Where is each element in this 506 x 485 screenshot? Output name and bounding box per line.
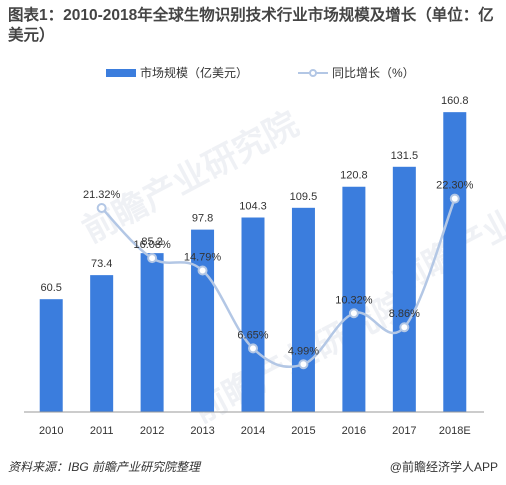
x-tick-label: 2017 — [392, 425, 416, 437]
growth-point-2014 — [248, 343, 258, 354]
bar-series — [39, 112, 467, 412]
legend: 市场规模（亿美元） 同比增长（%） — [0, 64, 506, 84]
growth-point-2013 — [197, 265, 208, 276]
bar-value-label: 60.5 — [41, 282, 62, 294]
x-tick-label: 2015 — [291, 425, 315, 437]
x-tick-label: 2012 — [140, 425, 164, 437]
bar-value-label: 73.4 — [91, 258, 112, 270]
growth-points — [96, 193, 460, 370]
growth-point-2016 — [348, 308, 359, 319]
bar-2018E — [443, 112, 467, 412]
bar-2017 — [392, 166, 416, 412]
growth-point-2015 — [298, 359, 309, 370]
bar-value-label: 160.8 — [441, 95, 469, 107]
growth-value-label: 4.99% — [288, 345, 319, 357]
x-tick-label: 2010 — [39, 425, 63, 437]
x-tick-label: 2014 — [241, 425, 265, 437]
growth-value-label: 14.79% — [184, 251, 222, 263]
brand-note: @前瞻经济学人APP — [389, 460, 498, 474]
bar-value-label: 109.5 — [290, 191, 318, 203]
legend-bar-swatch — [106, 68, 136, 77]
bar-2010 — [39, 299, 63, 412]
growth-point-2018E — [449, 193, 460, 204]
bar-value-label: 131.5 — [391, 150, 419, 162]
growth-value-label: 8.86% — [389, 308, 420, 320]
legend-item-bar: 市场规模（亿美元） — [106, 64, 248, 81]
bar-value-label: 97.8 — [192, 213, 213, 225]
x-tick-label: 2018E — [439, 425, 471, 437]
chart-title: 图表1：2010-2018年全球生物识别技术行业市场规模及增长（单位：亿美元） — [8, 7, 494, 44]
growth-labels: 21.32% 16.08% 14.79% 6.65% 4.99% 10.32% 8.86% 2… — [83, 180, 474, 358]
source-note: 资料来源：IBG 前瞻产业研究院整理 — [8, 460, 201, 474]
bar-value-label: 120.8 — [340, 170, 368, 182]
legend-bar-label: 市场规模（亿美元） — [140, 66, 249, 80]
bar-2014 — [241, 217, 265, 412]
x-tick-label: 2013 — [190, 425, 214, 437]
growth-value-label: 10.32% — [335, 294, 373, 306]
bar-2011 — [90, 275, 114, 412]
growth-point-2011 — [96, 203, 107, 214]
x-tick-label: 2011 — [90, 425, 114, 437]
x-tick-label: 2016 — [342, 425, 366, 437]
bar-labels: 60.5 73.4 85.2 97.8 104.3 109.5 120.8 131.5 160.… — [41, 95, 469, 294]
legend-line-label: 同比增长（%） — [332, 66, 415, 80]
growth-value-label: 16.08% — [133, 239, 171, 251]
legend-item-line: 同比增长（%） — [298, 64, 415, 81]
x-tick-labels: 2010 2011 2012 2013 2014 2015 2016 2017 2018E — [39, 425, 471, 437]
growth-value-label: 22.30% — [436, 180, 474, 192]
growth-point-2012 — [147, 253, 158, 264]
growth-point-2017 — [399, 322, 410, 333]
bar-2015 — [291, 207, 315, 412]
growth-value-label: 6.65% — [237, 329, 268, 341]
legend-line-swatch — [298, 68, 328, 78]
bar-value-label: 104.3 — [239, 201, 267, 213]
growth-value-label: 21.32% — [83, 189, 121, 201]
bar-value-label: 85.2 — [141, 236, 162, 248]
bar-2012 — [140, 253, 164, 412]
bar-2016 — [342, 186, 366, 412]
